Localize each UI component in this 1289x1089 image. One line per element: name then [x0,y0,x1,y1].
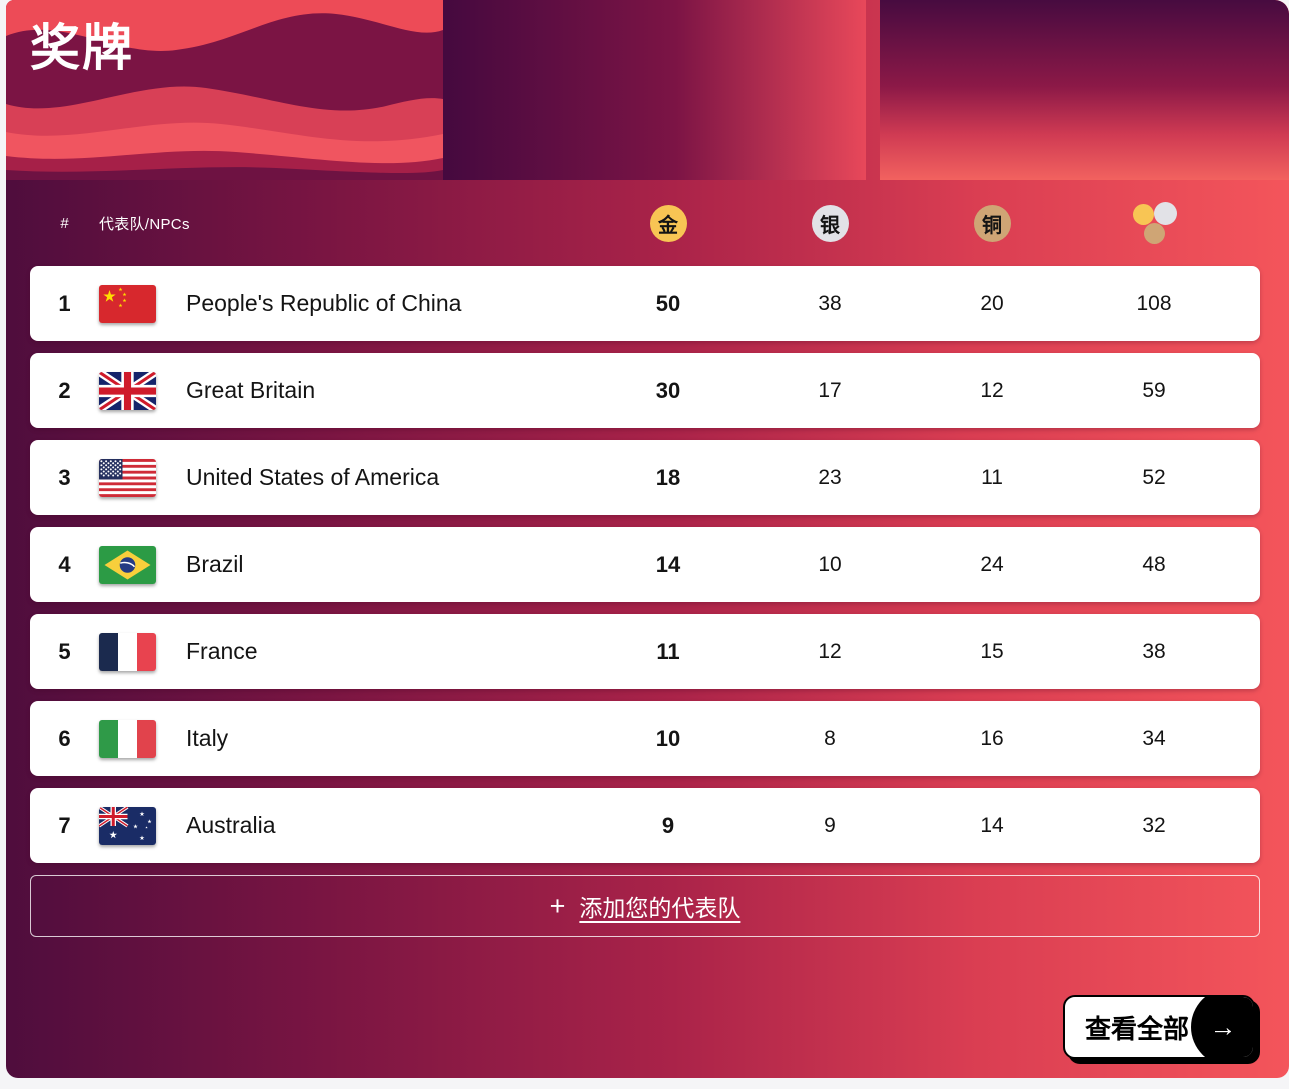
table-row[interactable]: 1 People's Republic of China 50 38 20 10… [30,266,1260,341]
gold-count: 18 [655,464,681,490]
bronze-count: 11 [981,465,1003,489]
flag-icon [99,458,156,497]
gold-count: 14 [655,551,681,577]
team-name: Italy [186,725,229,751]
table-row[interactable]: 2 Great Britain 30 17 12 59 [30,353,1260,428]
waves-decoration [6,0,443,180]
arrow-circle: → [1191,997,1253,1057]
flag-icon [99,806,156,845]
bronze-count: 12 [980,378,1004,402]
view-all-button[interactable]: 查看全部 → [1063,995,1255,1059]
view-all-label: 查看全部 [1085,1013,1190,1044]
table-row[interactable]: 7 Australia 9 9 14 32 [30,788,1260,863]
silver-count: 38 [818,291,842,315]
team-name: Great Britain [186,377,316,403]
bronze-count: 15 [980,639,1004,663]
silver-count: 10 [818,552,842,576]
total-count: 59 [1142,378,1166,402]
flag-icon [99,632,156,671]
header-gradient-panel [443,0,866,180]
gold-medal-icon: 金 [649,204,687,242]
rank: 6 [58,725,71,751]
total-count: 32 [1142,813,1166,837]
plus-icon: + [549,890,566,921]
bronze-medal-icon: 铜 [973,204,1011,242]
header-gradient-panel-right [880,0,1289,180]
gold-count: 9 [661,812,675,838]
total-count: 52 [1142,465,1166,489]
team-name: People's Republic of China [186,290,462,316]
gold-count: 10 [655,725,681,751]
gold-count: 30 [655,377,681,403]
silver-count: 17 [818,378,842,402]
silver-count: 8 [824,726,836,750]
silver-medal-icon: 银 [811,204,849,242]
add-team-label: 添加您的代表队 [579,895,741,921]
gold-count: 11 [656,638,680,664]
flag-icon [99,719,156,758]
header-gap [866,0,880,180]
table-header: # 代表队/NPCs 金 银 铜 [30,180,1260,266]
total-count: 48 [1142,552,1166,576]
table-row[interactable]: 3 United States of America 18 23 11 52 [30,440,1260,515]
team-column-header: 代表队/NPCs [99,215,190,233]
silver-dot-icon [1154,202,1177,225]
team-name: Brazil [186,551,244,577]
rank: 5 [58,638,71,664]
gold-count: 50 [655,290,681,316]
medal-table-widget: 奖牌 # 代表队/NPCs 金 银 铜 1 People's Republic … [6,0,1289,1078]
rank-column-header: # [60,214,69,232]
table-row[interactable]: 5 France 11 12 15 38 [30,614,1260,689]
bronze-count: 16 [980,726,1004,750]
silver-count: 23 [818,465,842,489]
flag-icon [99,371,156,410]
silver-count: 12 [818,639,842,663]
rank: 1 [58,290,71,316]
right-arrow-icon: → [1209,1011,1237,1042]
total-count: 108 [1136,291,1172,315]
rank: 7 [58,812,71,838]
flag-icon [99,545,156,584]
rank: 2 [58,377,71,403]
page-title: 奖牌 [30,20,134,76]
bronze-count: 24 [980,552,1004,576]
total-medals-icon [1131,201,1177,245]
bronze-dot-icon [1144,223,1165,244]
rank: 4 [58,551,71,577]
team-name: Australia [186,812,276,838]
footer: 查看全部 → [6,995,1289,1059]
bronze-count: 14 [980,813,1004,837]
team-name: United States of America [186,464,440,490]
medal-rows: 1 People's Republic of China 50 38 20 10… [30,266,1260,863]
add-your-team-button[interactable]: + 添加您的代表队 [30,875,1260,937]
header-waves-panel: 奖牌 [6,0,443,180]
flag-icon [99,284,156,323]
rank: 3 [58,464,71,490]
total-count: 34 [1142,726,1166,750]
total-count: 38 [1142,639,1166,663]
team-name: France [186,638,258,664]
header-banner: 奖牌 [6,0,1289,180]
gold-dot-icon [1133,204,1154,225]
silver-count: 9 [824,813,836,837]
table-row[interactable]: 4 Brazil 14 10 24 48 [30,527,1260,602]
bronze-count: 20 [980,291,1004,315]
table-row[interactable]: 6 Italy 10 8 16 34 [30,701,1260,776]
